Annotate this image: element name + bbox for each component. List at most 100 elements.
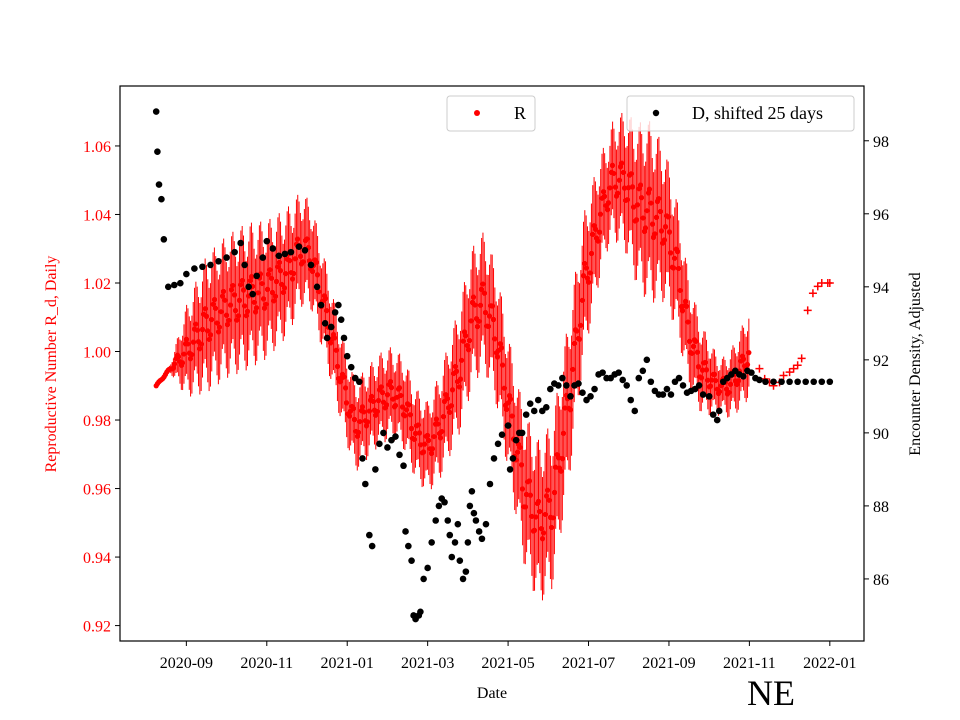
- r-point: [529, 513, 535, 519]
- r-point: [236, 297, 243, 303]
- r-point: [332, 335, 338, 341]
- r-point: [242, 303, 248, 309]
- r-point: [366, 408, 372, 414]
- r-point: [322, 295, 329, 302]
- r-point: [468, 318, 474, 324]
- r-point: [463, 333, 469, 339]
- r-forecast-point: [755, 364, 764, 373]
- d-point: [542, 404, 550, 411]
- d-point: [384, 444, 391, 451]
- r-point: [252, 309, 259, 315]
- d-point: [241, 261, 248, 269]
- r-point: [202, 306, 208, 312]
- r-point: [291, 270, 297, 277]
- r-point: [287, 258, 293, 264]
- r-point: [665, 214, 671, 220]
- r-point: [583, 265, 589, 271]
- d-point: [154, 148, 161, 156]
- r-point: [300, 259, 306, 265]
- r-point: [456, 384, 462, 390]
- r-point: [574, 328, 580, 334]
- r-point: [344, 400, 350, 406]
- r-point: [352, 416, 358, 423]
- d-point: [482, 520, 490, 528]
- d-point: [164, 283, 172, 291]
- r-point: [662, 224, 669, 230]
- d-point: [199, 263, 206, 271]
- r-point: [215, 329, 221, 335]
- r-forecast-point: [779, 371, 788, 380]
- r-point: [361, 409, 367, 415]
- r-point: [647, 186, 653, 192]
- r-point: [541, 530, 547, 536]
- r-forecast-point: [803, 306, 812, 315]
- d-point: [459, 575, 467, 583]
- d-point: [705, 393, 713, 400]
- r-point: [576, 336, 583, 342]
- d-point: [709, 411, 717, 418]
- d-point: [337, 316, 345, 323]
- d-point: [323, 334, 331, 342]
- r-point: [430, 446, 436, 452]
- x-tick-label: 2020-09: [160, 655, 213, 672]
- legend-r-box: [446, 95, 536, 132]
- d-point: [530, 407, 538, 415]
- d-point: [376, 440, 383, 448]
- r-point: [567, 407, 573, 413]
- d-point: [794, 378, 801, 386]
- r-point: [479, 286, 485, 292]
- r-point: [238, 282, 244, 288]
- r-point: [571, 340, 577, 347]
- r-point: [579, 297, 585, 303]
- r-point: [378, 384, 384, 390]
- d-point: [647, 378, 655, 386]
- d-point: [486, 480, 494, 488]
- r-point: [226, 317, 232, 323]
- r-point: [707, 383, 714, 389]
- r-point: [184, 336, 190, 342]
- r-point: [672, 255, 678, 261]
- r-point: [247, 278, 253, 284]
- r-point: [176, 354, 182, 360]
- r-point: [535, 498, 542, 505]
- r-point: [341, 374, 347, 380]
- r-forecast-point: [789, 364, 798, 373]
- r-point: [492, 336, 498, 342]
- d-point: [518, 429, 526, 437]
- d-point: [475, 528, 483, 535]
- r-point: [222, 297, 228, 303]
- r-point: [210, 301, 216, 307]
- r-point: [221, 288, 227, 295]
- d-point: [287, 248, 295, 256]
- d-point: [380, 429, 387, 437]
- r-point: [481, 290, 487, 296]
- y-axis-left-label: Reproductive Number R_d, Daily: [43, 256, 60, 473]
- r-point: [480, 281, 486, 287]
- x-axis: 2020-09 2020-11 2021-01 2021-03 2021-05 2021-…: [160, 641, 856, 672]
- r-point: [580, 273, 587, 279]
- r-forecast-point: [825, 278, 834, 287]
- d-point: [506, 466, 514, 473]
- r-point: [273, 278, 280, 285]
- r-point: [402, 413, 408, 419]
- d-point: [526, 400, 534, 407]
- r-point: [637, 182, 643, 188]
- r-point: [559, 456, 565, 462]
- r-point: [639, 195, 645, 201]
- r-point: [586, 279, 592, 285]
- r-point: [561, 430, 567, 436]
- r-point: [500, 362, 506, 368]
- r-point: [230, 282, 236, 289]
- d-point: [446, 531, 454, 539]
- r-point: [644, 208, 650, 214]
- r-point: [370, 398, 376, 404]
- d-point: [643, 356, 651, 364]
- r-series: [153, 160, 834, 542]
- r-point: [686, 338, 692, 344]
- d-point: [563, 382, 570, 389]
- r-point: [485, 323, 491, 329]
- r-point: [518, 462, 524, 468]
- d-point: [631, 407, 639, 415]
- d-point: [786, 378, 793, 386]
- d-point: [347, 363, 355, 371]
